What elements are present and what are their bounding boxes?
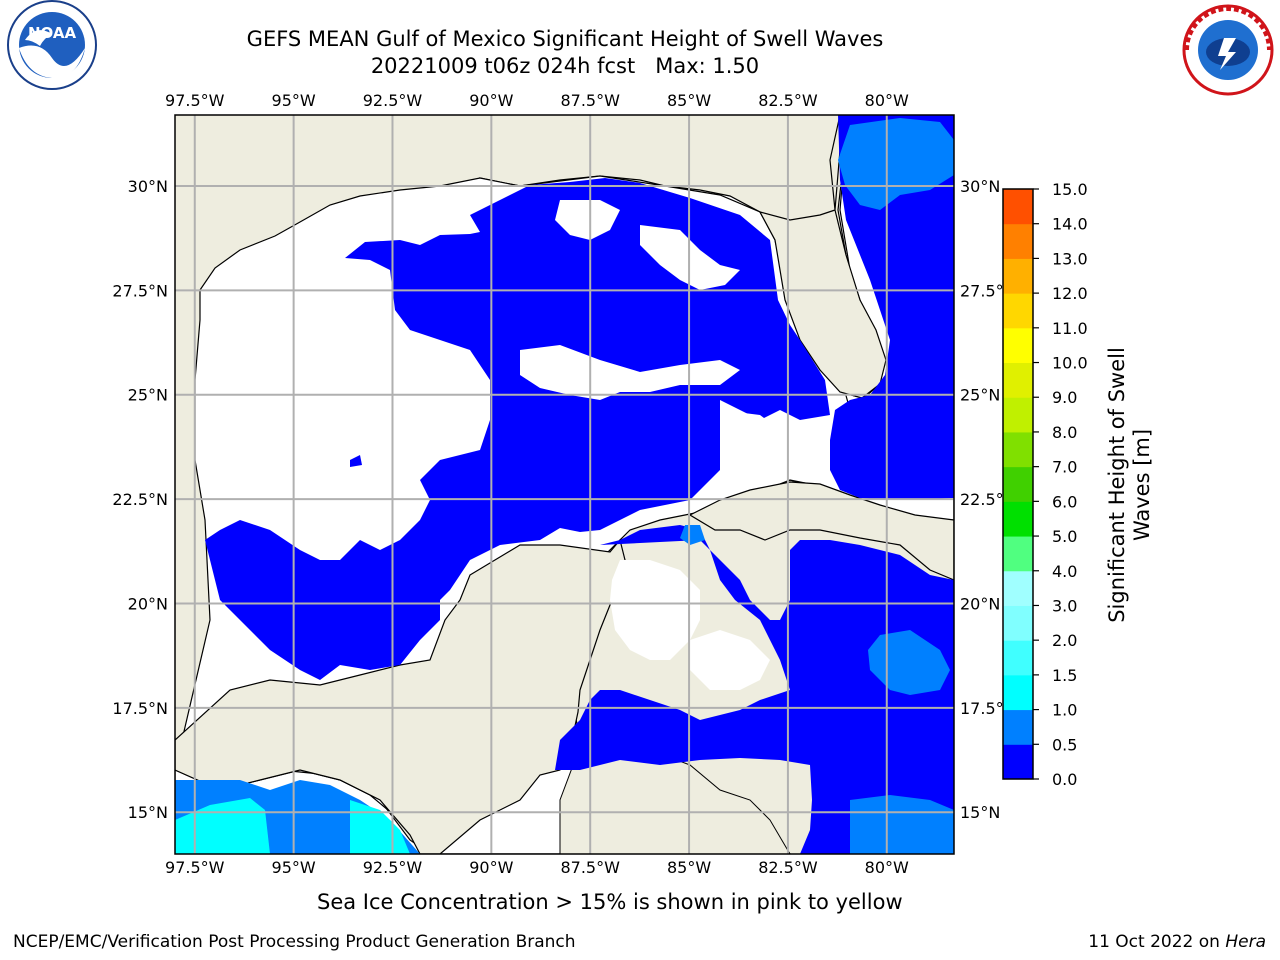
colorbar-bin-15: [1003, 223, 1033, 259]
map-frame: [174, 114, 955, 855]
nws-logo-icon: [1182, 4, 1274, 96]
lon-tick-top-5: 85°W: [667, 91, 711, 110]
lat-tick-left-0: 30°N: [128, 177, 168, 196]
footer-right: 11 Oct 2022 on Hera: [1088, 932, 1266, 952]
colorbar-bin-1: [1003, 709, 1033, 745]
colorbar-bin-2: [1003, 674, 1033, 711]
lat-ticks-left: 30°N 27.5°N 25°N 22.5°N 20°N 17.5°N 15°N: [112, 177, 168, 822]
colorbar-tick-16: 14.0: [1052, 215, 1088, 234]
colorbar-tick-3: 1.5: [1052, 666, 1077, 685]
plot-title: GEFS MEAN Gulf of Mexico Significant Hei…: [0, 26, 1130, 80]
noaa-logo-text: NOAA: [28, 24, 77, 42]
lon-tick-bottom-6: 82.5°W: [758, 858, 818, 877]
colorbar-tick-4: 2.0: [1052, 631, 1077, 650]
lon-tick-bottom-2: 92.5°W: [363, 858, 423, 877]
lat-tick-left-6: 15°N: [128, 803, 168, 822]
swell-contour-0-0.5: [205, 115, 954, 854]
colorbar-bin-10: [1003, 397, 1033, 433]
lat-tick-left-2: 25°N: [128, 386, 168, 405]
lon-tick-top-3: 90°W: [469, 91, 513, 110]
lat-tick-right-2: 25°N: [960, 386, 1000, 405]
lon-tick-bottom-4: 87.5°W: [560, 858, 620, 877]
lon-tick-bottom-5: 85°W: [667, 858, 711, 877]
colorbar-label-line-0: Significant Height of Swell: [1105, 347, 1129, 623]
colorbar-tick-0: 0.0: [1052, 770, 1077, 789]
colorbar-tick-2: 1.0: [1052, 701, 1077, 720]
lat-tick-right-3: 22.5°N: [960, 490, 1016, 509]
colorbar-frame: [1002, 188, 1034, 780]
lon-tick-top-4: 87.5°W: [560, 91, 620, 110]
colorbar-bin-3: [1003, 640, 1033, 676]
colorbar-tick-9: 7.0: [1052, 458, 1077, 477]
lat-tick-left-3: 22.5°N: [112, 490, 168, 509]
footer-host: Hera: [1225, 932, 1266, 952]
lat-tick-left-1: 27.5°N: [112, 281, 168, 300]
colorbar-bin-8: [1003, 466, 1033, 502]
colorbar-tick-5: 3.0: [1052, 596, 1077, 615]
lon-tick-top-6: 82.5°W: [758, 91, 818, 110]
lat-tick-right-6: 15°N: [960, 803, 1000, 822]
colorbar-bin-4: [1003, 605, 1033, 641]
colorbar-bin-11: [1003, 362, 1033, 398]
florida-land: [758, 115, 887, 399]
colorbar-tick-14: 12.0: [1052, 284, 1088, 303]
lat-ticks-right: 30°N 27.5°N 25°N 22.5°N 20°N 17.5°N 15°N: [960, 177, 1016, 822]
cuba-land: [688, 481, 954, 581]
footer-left: NCEP/EMC/Verification Post Processing Pr…: [13, 932, 576, 952]
colorbar-bin-5: [1003, 570, 1033, 606]
colorbar-bin-12: [1003, 327, 1033, 364]
lat-tick-right-1: 27.5°N: [960, 281, 1016, 300]
lon-tick-top-1: 95°W: [272, 91, 316, 110]
colorbar-bin-13: [1003, 293, 1033, 329]
noaa-logo-icon: NOAA: [7, 0, 97, 90]
colorbar-bin-7: [1003, 501, 1033, 537]
map-gridlines: [175, 115, 954, 854]
colorbar-bin-16: [1003, 189, 1033, 225]
lon-ticks-bottom: 97.5°W 95°W 92.5°W 90°W 87.5°W 85°W 82.5°W 80°W: [165, 858, 909, 877]
lon-tick-top-0: 97.5°W: [165, 91, 225, 110]
colorbar-tick-10: 8.0: [1052, 423, 1077, 442]
colorbar-tick-17: 15.0: [1052, 180, 1088, 199]
footer-date: 11 Oct 2022 on: [1088, 932, 1220, 952]
lat-tick-right-4: 20°N: [960, 594, 1000, 613]
colorbar-tick-1: 0.5: [1052, 735, 1077, 754]
colorbar-tick-12: 10.0: [1052, 354, 1088, 373]
colorbar-bin-0: [1003, 744, 1033, 780]
lat-tick-right-0: 30°N: [960, 177, 1000, 196]
lat-tick-left-5: 17.5°N: [112, 699, 168, 718]
map-area: [175, 115, 954, 854]
lon-tick-bottom-7: 80°W: [865, 858, 909, 877]
colorbar-label: Significant Height of SwellWaves [m]: [1105, 347, 1154, 623]
title-line-2: 20221009 t06z 024h fcst Max: 1.50: [370, 54, 760, 78]
lon-tick-top-7: 80°W: [865, 91, 909, 110]
lon-tick-bottom-0: 97.5°W: [165, 858, 225, 877]
colorbar-tick-7: 5.0: [1052, 527, 1077, 546]
lat-tick-left-4: 20°N: [128, 594, 168, 613]
colorbar-bin-6: [1003, 536, 1033, 572]
colorbar-tick-11: 9.0: [1052, 388, 1077, 407]
colorbar-tick-15: 13.0: [1052, 249, 1088, 268]
sea-ice-note-text: Sea Ice Concentration > 15% is shown in …: [317, 890, 903, 914]
colorbar-tick-8: 6.0: [1052, 492, 1077, 511]
lon-ticks-top: 97.5°W 95°W 92.5°W 90°W 87.5°W 85°W 82.5°W 80°W: [165, 91, 909, 110]
lon-tick-bottom-1: 95°W: [272, 858, 316, 877]
colorbar-label-line-1: Waves [m]: [1130, 429, 1154, 541]
colorbar-bin-9: [1003, 431, 1033, 468]
sea-ice-note: Sea Ice Concentration > 15% is shown in …: [0, 890, 1280, 914]
lat-tick-right-5: 17.5°N: [960, 699, 1016, 718]
colorbar-bin-14: [1003, 258, 1033, 294]
colorbar-tick-13: 11.0: [1052, 319, 1088, 338]
lon-tick-top-2: 92.5°W: [363, 91, 423, 110]
colorbar-tick-6: 4.0: [1052, 562, 1077, 581]
lon-tick-bottom-3: 90°W: [469, 858, 513, 877]
title-line-1: GEFS MEAN Gulf of Mexico Significant Hei…: [246, 27, 884, 51]
colorbar: 0.0 0.5 1.0 1.5 2.0 3.0 4.0 5.0 6.0 7.0 8.0 9.0 10.0…: [1002, 180, 1088, 789]
